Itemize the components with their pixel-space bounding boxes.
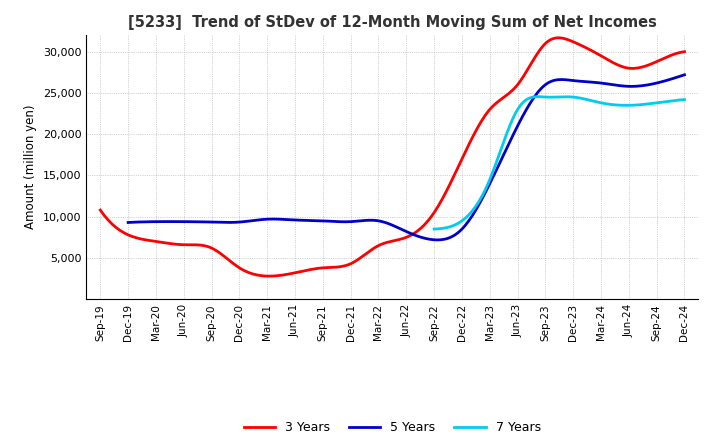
7 Years <box>579 96 588 101</box>
3 Years <box>96 207 104 213</box>
5 Years <box>630 84 639 89</box>
7 Years <box>431 227 439 232</box>
3 Years <box>680 49 689 54</box>
3 Years <box>456 161 464 166</box>
3 Years <box>264 274 273 279</box>
5 Years <box>680 72 689 77</box>
5 Years <box>455 229 464 234</box>
Line: 5 Years: 5 Years <box>128 75 685 240</box>
5 Years <box>466 216 474 221</box>
7 Years <box>430 227 438 232</box>
Y-axis label: Amount (million yen): Amount (million yen) <box>24 105 37 229</box>
3 Years <box>446 181 454 187</box>
5 Years <box>433 237 441 242</box>
7 Years <box>584 97 593 103</box>
5 Years <box>457 227 466 232</box>
7 Years <box>657 99 666 105</box>
5 Years <box>126 220 135 225</box>
5 Years <box>124 220 132 225</box>
Legend: 3 Years, 5 Years, 7 Years: 3 Years, 5 Years, 7 Years <box>239 416 546 439</box>
Line: 7 Years: 7 Years <box>434 97 685 229</box>
3 Years <box>98 210 107 216</box>
Title: [5233]  Trend of StDev of 12-Month Moving Sum of Net Incomes: [5233] Trend of StDev of 12-Month Moving… <box>128 15 657 30</box>
3 Years <box>555 35 564 40</box>
5 Years <box>595 80 603 85</box>
7 Years <box>580 96 588 102</box>
3 Years <box>629 66 638 71</box>
3 Years <box>444 185 452 191</box>
7 Years <box>642 102 650 107</box>
7 Years <box>534 94 542 99</box>
7 Years <box>680 97 689 102</box>
3 Years <box>593 51 601 56</box>
Line: 3 Years: 3 Years <box>100 38 685 276</box>
